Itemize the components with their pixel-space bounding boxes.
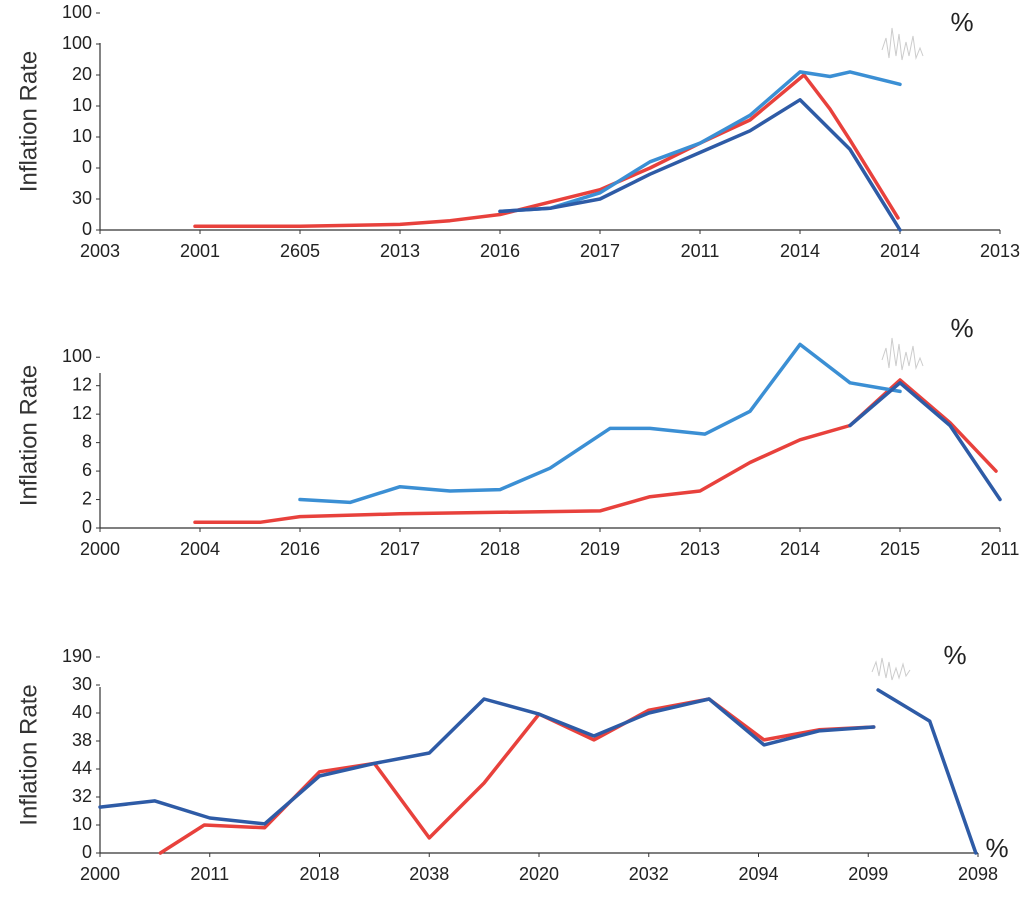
x-tick-label: 2020 [519,864,559,884]
y-tick-label: 100 [62,33,92,53]
x-tick-label: 2032 [629,864,669,884]
y-tick-label: 6 [82,460,92,480]
x-tick-label: 2018 [480,539,520,559]
chart-panel: 0 10 32 44 38 40 30 190 2000 2011 2018 2038 2020 2032… [15,640,1008,884]
y-axis-label: Inflation Rate [15,365,42,506]
x-tick-label: 2013 [380,241,420,261]
x-tick-label: 2011 [190,864,229,884]
y-tick-label: 12 [72,374,92,394]
x-tick-label: 2605 [280,241,320,261]
data-line [848,381,1002,502]
y-tick-label: 10 [72,126,92,146]
x-tick-label: 2011 [981,539,1020,559]
x-tick-label: 2014 [880,241,920,261]
y-tick-label: 30 [72,188,92,208]
data-line [158,697,876,855]
x-tick-label: 2001 [180,241,220,261]
x-tick-label: 2094 [738,864,778,884]
x-tick-label: 2016 [280,539,320,559]
y-tick-label: 190 [62,646,92,666]
y-tick-label: 100 [62,2,92,22]
x-tick-label: 2014 [780,539,820,559]
y-tick-label: 0 [82,219,92,239]
data-line [193,73,900,229]
y-tick-label: 44 [72,758,92,778]
x-tick-label: 2004 [180,539,220,559]
x-tick-label: 2003 [80,241,120,261]
y-tick-label: 2 [82,488,92,508]
y-tick-label: 0 [82,842,92,862]
y-tick-label: 32 [72,786,92,806]
x-tick-label: 2013 [980,241,1020,261]
chart-panel: 0 30 0 10 10 20 100 100 2003 2001 2605 2013 2016 2017… [15,2,1020,261]
x-tick-label: 2000 [80,864,120,884]
x-tick-label: 2099 [848,864,888,884]
x-tick-label: 2016 [480,241,520,261]
y-tick-label: 30 [72,674,92,694]
x-tick-label: 2017 [380,539,420,559]
annotation: % [950,7,973,37]
noise-decoration [871,27,924,681]
y-tick-label: 100 [62,346,92,366]
x-tick-label: 2011 [681,241,720,261]
y-tick-label: 20 [72,64,92,84]
data-line [193,378,998,525]
y-tick-label: 12 [72,403,92,423]
x-tick-label: 2000 [80,539,120,559]
y-tick-label: 0 [82,157,92,177]
x-tick-label: 2014 [780,241,820,261]
y-tick-label: 40 [72,702,92,722]
y-tick-label: 38 [72,730,92,750]
x-tick-label: 2017 [580,241,620,261]
y-tick-label: 10 [72,814,92,834]
x-tick-label: 2013 [680,539,720,559]
y-tick-label: 0 [82,517,92,537]
x-tick-label: 2038 [409,864,449,884]
data-line [298,342,902,505]
annotation: % [950,313,973,343]
y-axis-label: Inflation Rate [15,51,42,192]
y-tick-label: 8 [82,431,92,451]
chart-panel: 0 2 6 8 12 12 100 2000 2004 2016 2017 2018 2019 2013 2… [15,313,1019,559]
x-tick-label: 2019 [580,539,620,559]
x-tick-label: 2018 [299,864,339,884]
annotation: % [943,640,966,670]
data-line [498,70,902,214]
annotation: % [985,833,1008,863]
x-tick-label: 2015 [880,539,920,559]
x-tick-label: 2098 [958,864,998,884]
data-line [498,98,902,232]
data-line [98,688,978,855]
y-axis-label: Inflation Rate [15,684,42,825]
y-tick-label: 10 [72,95,92,115]
